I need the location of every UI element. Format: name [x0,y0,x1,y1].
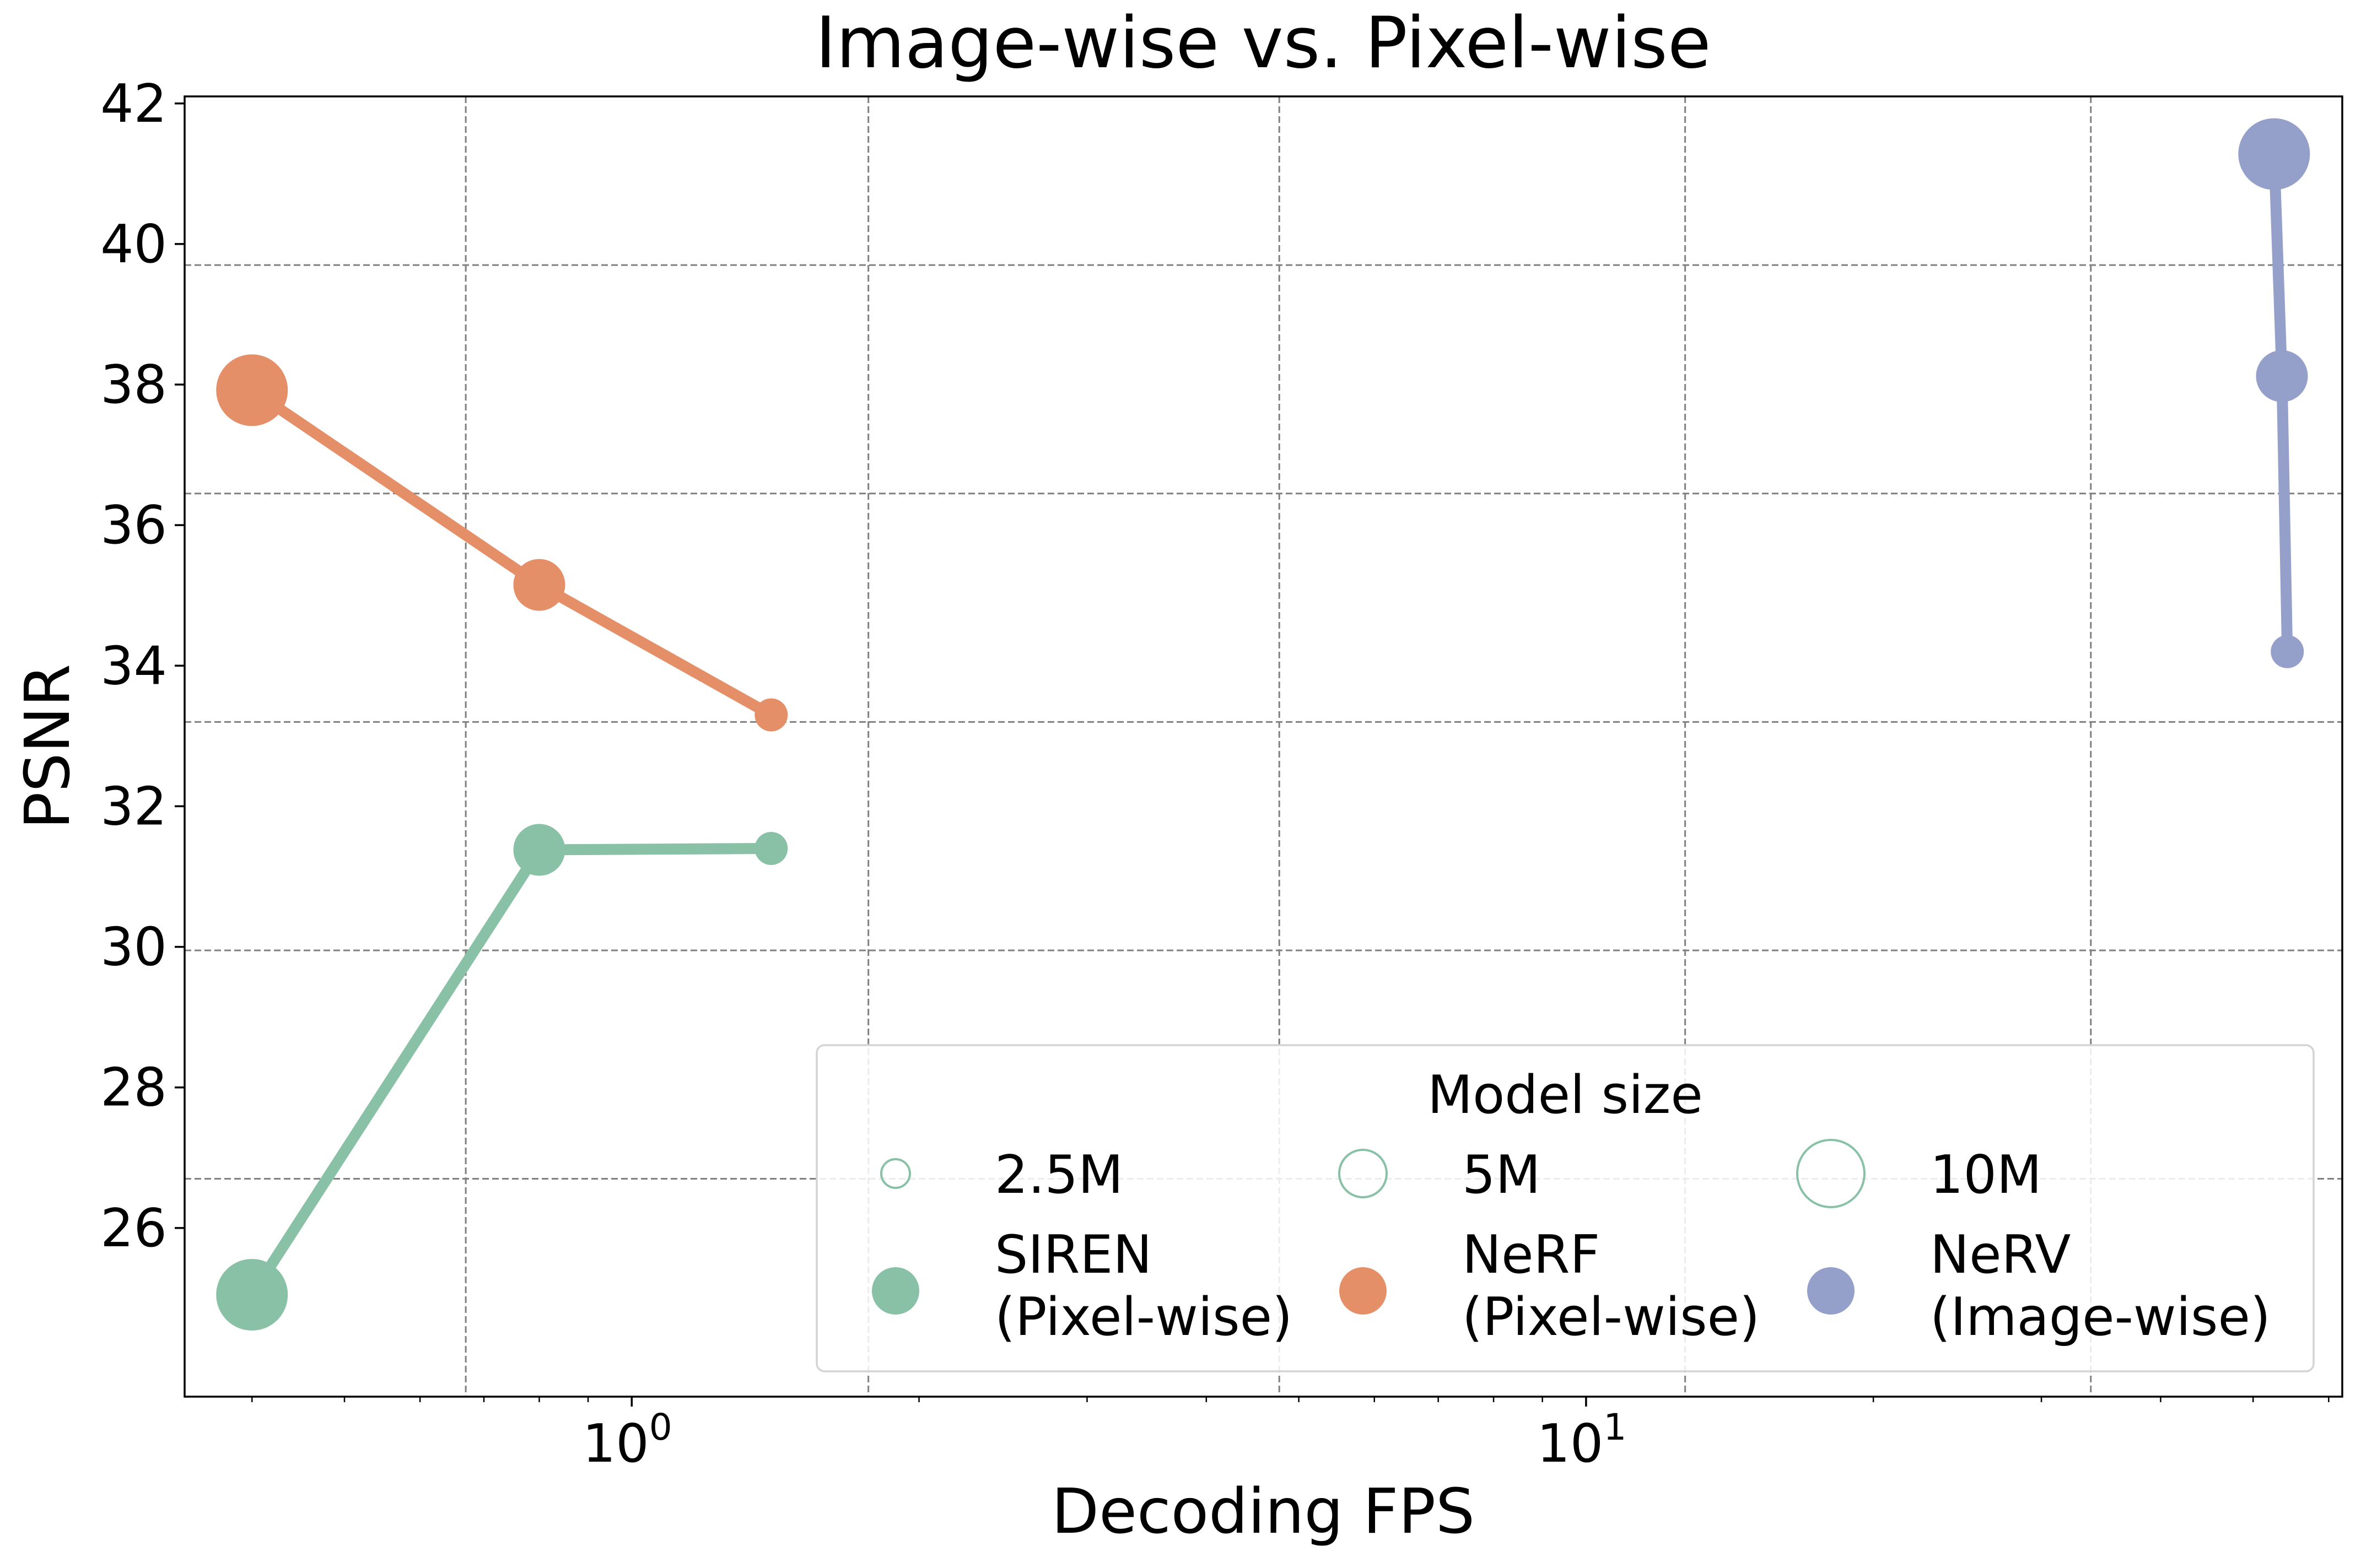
y-tick-label: 26 [100,1198,167,1259]
data-point-marker [2256,350,2308,402]
chart-title: Image-wise vs. Pixel-wise [815,2,1711,84]
legend-title: Model size [1427,1065,1703,1126]
legend-size-marker [880,1158,911,1189]
legend-series-marker [1807,1267,1855,1315]
legend-size-marker [1338,1149,1388,1198]
x-tick-base: 10 [1537,1414,1603,1474]
legend-size-label: 2.5M [995,1145,1123,1205]
data-point-marker [216,1259,288,1331]
y-tick-label: 38 [100,355,167,415]
x-tick-exponent: 1 [1603,1406,1626,1448]
legend-series-marker [1339,1267,1387,1315]
y-tick-label: 28 [100,1058,167,1118]
y-tick-label: 34 [100,636,167,696]
legend-series-sublabel: (Pixel-wise) [995,1287,1292,1348]
y-tick-label: 42 [100,74,167,134]
y-tick-label: 36 [100,495,167,556]
x-axis-label: Decoding FPS [1052,1476,1475,1548]
data-point-marker [2238,118,2310,190]
x-tick-exponent: 0 [649,1406,672,1448]
y-axis-label: PSNR [12,664,84,829]
legend-series-label: SIREN [995,1225,1152,1285]
legend-size-label: 10M [1930,1145,2042,1205]
legend-series-sublabel: (Pixel-wise) [1462,1287,1760,1348]
legend-series-marker [872,1267,919,1315]
y-tick-label: 32 [100,776,167,837]
legend-size-label: 5M [1462,1145,1540,1205]
plot-area-frame [184,95,2343,1398]
data-point-marker [754,831,788,865]
legend-size-marker [1796,1139,1866,1208]
data-point-marker [513,824,565,876]
legend-series-sublabel: (Image-wise) [1930,1287,2271,1348]
legend-series-label: NeRF [1462,1225,1600,1285]
x-tick-label: 101 [1537,1406,1626,1474]
data-point-marker [513,559,565,611]
x-axis-ticks: 100 101 [251,1397,2330,1474]
markers [216,118,2310,1331]
legend-box [816,1044,2315,1372]
data-point-marker [754,698,788,732]
y-tick-label: 30 [100,917,167,978]
data-point-marker [216,354,288,426]
legend-series-label: NeRV [1930,1225,2071,1285]
y-tick-label: 40 [100,214,167,275]
x-tick-base: 10 [583,1414,649,1474]
data-point-marker [2271,635,2304,668]
y-axis-ticks: 26 28 30 32 34 36 38 40 42 [100,74,185,1259]
x-tick-label: 100 [583,1406,672,1474]
